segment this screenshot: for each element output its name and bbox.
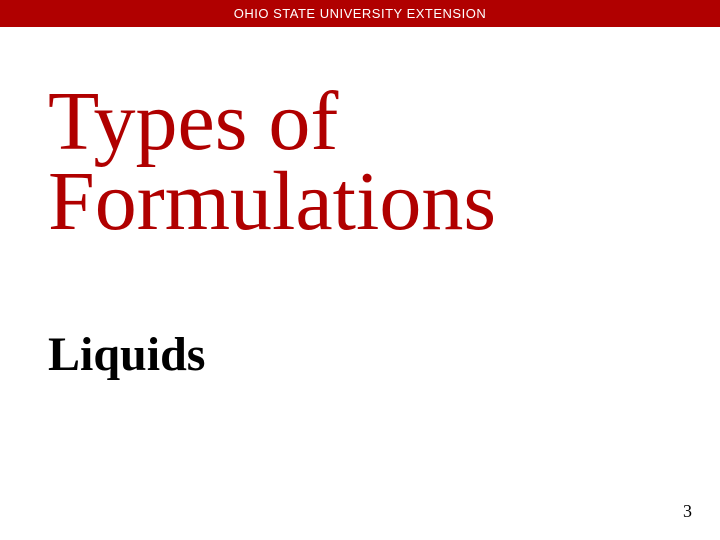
title-line-2: Formulations <box>48 155 496 248</box>
header-bar: OHIO STATE UNIVERSITY EXTENSION <box>0 0 720 27</box>
main-title: Types of Formulations <box>48 82 720 242</box>
page-number: 3 <box>683 501 692 522</box>
subtitle-text: Liquids <box>48 328 205 381</box>
subtitle: Liquids <box>48 327 720 382</box>
header-text: OHIO STATE UNIVERSITY EXTENSION <box>234 6 486 21</box>
page-number-value: 3 <box>683 501 692 521</box>
